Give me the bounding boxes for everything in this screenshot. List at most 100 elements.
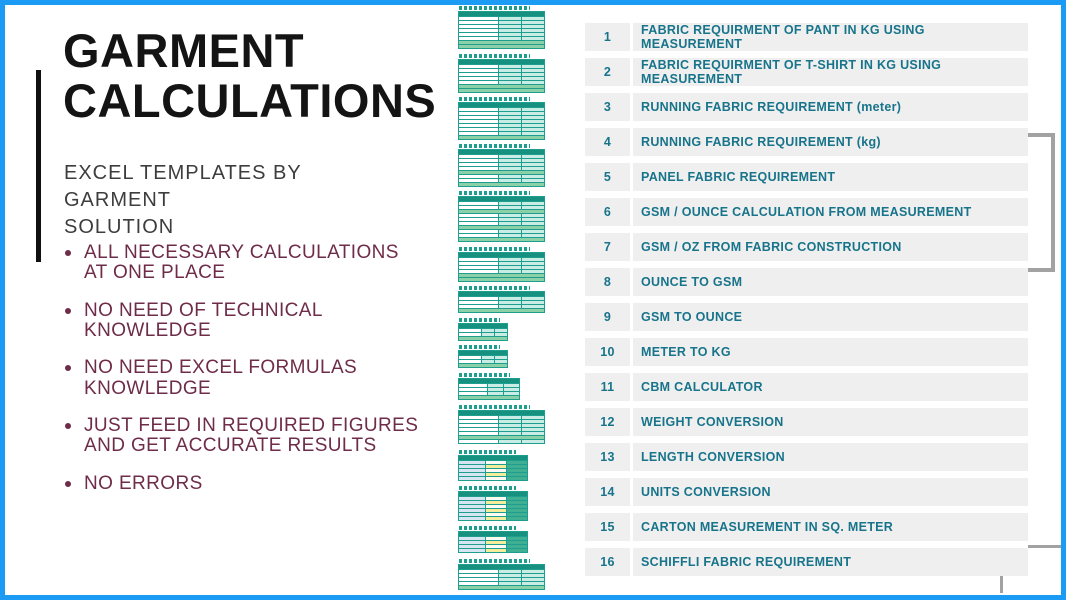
bullet-item: ALL NECESSARY CALCULATIONS AT ONE PLACE: [64, 242, 424, 284]
calc-label: RUNNING FABRIC REQUIREMENT (meter): [641, 100, 902, 114]
calc-number: 11: [585, 373, 633, 401]
excel-sheet-thumbnail: [458, 191, 545, 242]
calc-number: 8: [585, 268, 633, 296]
calc-row: 11 CBM CALCULATOR: [585, 373, 1028, 401]
bullet-dot-icon: [65, 250, 71, 256]
calc-number: 9: [585, 303, 633, 331]
thumbnail-title-text: [459, 345, 500, 349]
excel-sheet-thumbnail: [458, 97, 545, 140]
left-accent-bar: [36, 70, 41, 262]
calc-number: 5: [585, 163, 633, 191]
bullet-item: JUST FEED IN REQUIRED FIGURES AND GET AC…: [64, 414, 424, 457]
calc-label: LENGTH CONVERSION: [641, 450, 785, 464]
thumbnail-title-text: [459, 247, 531, 251]
calc-number: 3: [585, 93, 633, 121]
excel-sheet-thumbnail: [458, 144, 545, 187]
slide-subtitle: EXCEL TEMPLATES BY GARMENT SOLUTION: [64, 162, 302, 238]
calc-label: PANEL FABRIC REQUIREMENT: [641, 170, 836, 184]
calc-number: 16: [585, 548, 633, 576]
page-title: GARMENT CALCULATIONS: [63, 24, 437, 128]
calc-label: OUNCE TO GSM: [641, 275, 743, 289]
calc-row: 1 FABRIC REQUIRMENT OF PANT IN KG USING …: [585, 23, 1028, 51]
calc-row: 5 PANEL FABRIC REQUIREMENT: [585, 163, 1028, 191]
bullet-text: ALL NECESSARY CALCULATIONS AT ONE PLACE: [84, 242, 399, 284]
calc-label: SCHIFFLI FABRIC REQUIREMENT: [641, 555, 852, 569]
calculation-list: 1 FABRIC REQUIRMENT OF PANT IN KG USING …: [585, 23, 1028, 583]
excel-sheet-thumbnail: [458, 486, 528, 521]
calc-number: 15: [585, 513, 633, 541]
bullet-dot-icon: [65, 307, 71, 314]
calc-number: 4: [585, 128, 633, 156]
calc-row: 2 FABRIC REQUIRMENT OF T-SHIRT IN KG USI…: [585, 58, 1028, 86]
calc-label: FABRIC REQUIRMENT OF T-SHIRT IN KG USING…: [641, 58, 942, 86]
crop-bracket-mark: [1028, 133, 1055, 272]
calc-row: 8 OUNCE TO GSM: [585, 268, 1028, 296]
excel-sheet-thumbnail: [458, 6, 545, 49]
calc-row: 6 GSM / OUNCE CALCULATION FROM MEASUREME…: [585, 198, 1028, 226]
thumbnail-title-text: [459, 486, 517, 490]
calc-number: 10: [585, 338, 633, 366]
calc-label: METER TO KG: [641, 345, 731, 359]
calc-label: FABRIC REQUIRMENT OF PANT IN KG USING ME…: [641, 23, 925, 51]
thumbnail-title-text: [459, 97, 531, 101]
calc-number: 13: [585, 443, 633, 471]
thumbnail-title-text: [459, 191, 531, 195]
calc-label: GSM / OUNCE CALCULATION FROM MEASUREMENT: [641, 205, 972, 219]
thumbnail-title-text: [459, 318, 500, 322]
calc-label: CBM CALCULATOR: [641, 380, 763, 394]
excel-sheet-thumbnail: [458, 318, 508, 341]
thumbnail-title-text: [459, 559, 531, 563]
bullet-dot-icon: [65, 480, 71, 487]
calc-row: 4 RUNNING FABRIC REQUIREMENT (kg): [585, 128, 1028, 156]
calc-row: 12 WEIGHT CONVERSION: [585, 408, 1028, 436]
bullet-dot-icon: [65, 365, 71, 372]
calc-number: 7: [585, 233, 633, 261]
bullet-item: NO NEED OF TECHNICAL KNOWLEDGE: [64, 300, 424, 342]
thumbnail-title-text: [459, 6, 531, 10]
bullet-item: NO NEED EXCEL FORMULAS KNOWLEDGE: [64, 358, 424, 399]
excel-sheet-thumbnail: [458, 559, 545, 590]
calc-number: 12: [585, 408, 633, 436]
calc-row: 7 GSM / OZ FROM FABRIC CONSTRUCTION: [585, 233, 1028, 261]
calc-label: WEIGHT CONVERSION: [641, 415, 784, 429]
calc-number: 14: [585, 478, 633, 506]
thumbnail-title-text: [459, 405, 531, 409]
thumbnail-title-text: [459, 54, 531, 58]
thumbnail-title-text: [459, 286, 531, 290]
bullet-text: NO NEED EXCEL FORMULAS KNOWLEDGE: [84, 357, 358, 399]
calc-row: 15 CARTON MEASUREMENT IN SQ. METER: [585, 513, 1028, 541]
thumbnail-title-text: [459, 144, 531, 148]
excel-sheet-thumbnail: [458, 373, 520, 400]
excel-sheet-thumbnail: [458, 345, 508, 368]
calc-label: GSM / OZ FROM FABRIC CONSTRUCTION: [641, 240, 902, 254]
excel-sheet-thumbnail: [458, 526, 528, 553]
calc-row: 14 UNITS CONVERSION: [585, 478, 1028, 506]
excel-sheet-thumbnail: [458, 450, 528, 481]
crop-dash-vertical: [1000, 576, 1003, 593]
bullet-dot-icon: [65, 422, 71, 429]
calc-label: UNITS CONVERSION: [641, 485, 771, 499]
calc-row: 10 METER TO KG: [585, 338, 1028, 366]
bullet-list: ALL NECESSARY CALCULATIONS AT ONE PLACE …: [64, 242, 424, 511]
calc-number: 1: [585, 23, 633, 51]
calc-row: 13 LENGTH CONVERSION: [585, 443, 1028, 471]
excel-sheet-thumbnail: [458, 247, 545, 282]
excel-sheet-thumbnail: [458, 405, 545, 444]
excel-thumbnails-column: [458, 6, 546, 590]
bullet-text: NO ERRORS: [84, 472, 203, 494]
calc-row: 3 RUNNING FABRIC REQUIREMENT (meter): [585, 93, 1028, 121]
bullet-item: NO ERRORS: [64, 472, 424, 494]
thumbnail-title-text: [459, 373, 510, 377]
excel-sheet-thumbnail: [458, 54, 545, 93]
calc-row: 9 GSM TO OUNCE: [585, 303, 1028, 331]
calc-label: GSM TO OUNCE: [641, 310, 743, 324]
bullet-text: JUST FEED IN REQUIRED FIGURES AND GET AC…: [84, 414, 419, 457]
crop-dash-horizontal: [1028, 545, 1061, 548]
thumbnail-title-text: [459, 450, 517, 454]
calc-label: RUNNING FABRIC REQUIREMENT (kg): [641, 135, 881, 149]
excel-sheet-thumbnail: [458, 286, 545, 313]
calc-number: 2: [585, 58, 633, 86]
calc-number: 6: [585, 198, 633, 226]
thumbnail-title-text: [459, 526, 517, 530]
